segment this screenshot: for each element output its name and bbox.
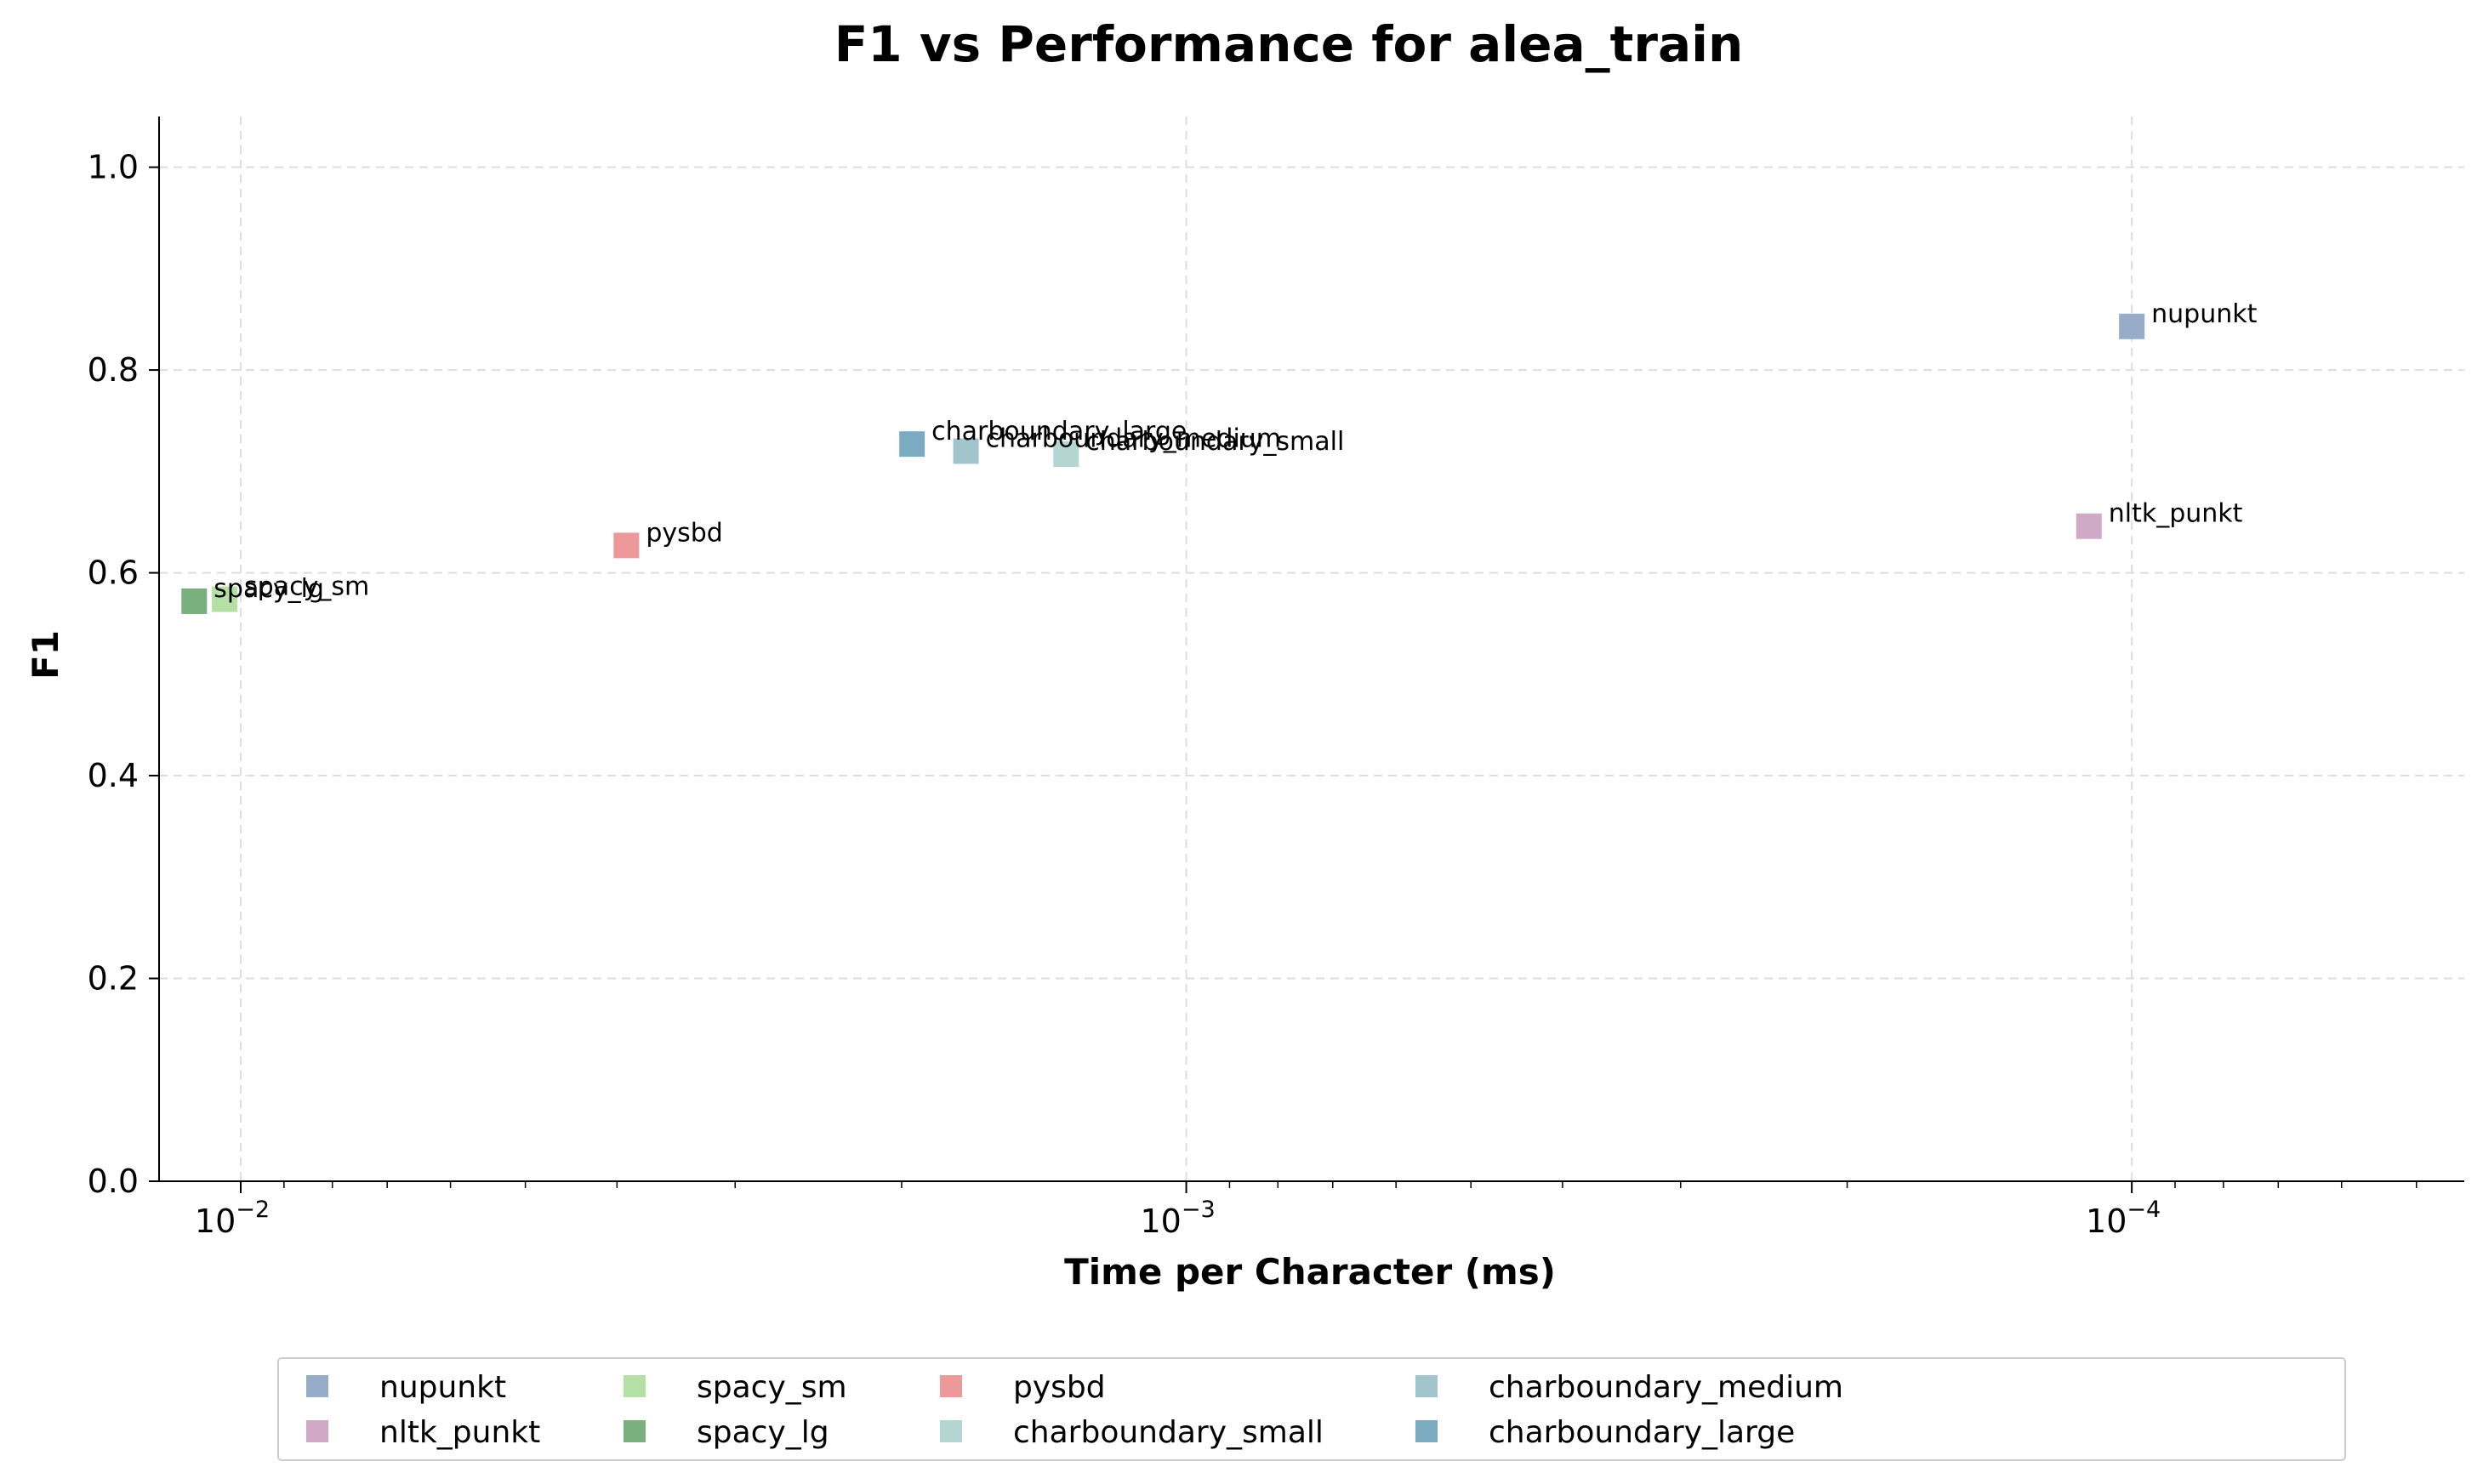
point-pysbd <box>613 532 640 559</box>
data-points <box>181 313 2145 614</box>
point-label: nltk_punkt <box>2109 499 2243 529</box>
point-label: charboundary_large <box>931 417 1187 446</box>
point-label: charboundary_medium <box>986 424 1281 453</box>
y-tick-label: 0.8 <box>88 351 139 389</box>
legend-marker <box>940 1420 962 1442</box>
x-tick-label: 10−2 <box>195 1197 270 1240</box>
point-charboundary-large <box>899 431 925 458</box>
legend-marker <box>306 1375 328 1397</box>
point-nupunkt <box>2119 313 2145 339</box>
legend-entry: pysbd <box>1013 1370 1106 1405</box>
point-label: nupunkt <box>2151 299 2257 329</box>
point-label: spacy_sm <box>244 572 369 602</box>
legend-marker <box>940 1375 962 1397</box>
y-tick-label: 0.4 <box>88 757 139 794</box>
legend: nupunkt nltk_punkt spacy_sm spacy_lg pysbd ch… <box>277 1357 2346 1461</box>
axes: 0.0 0.2 0.4 0.6 0.8 1.0 10−2 10−3 10−4 <box>88 117 2464 1240</box>
legend-marker <box>306 1420 328 1442</box>
legend-entry: spacy_sm <box>697 1370 847 1405</box>
point-charboundary-small <box>1053 441 1079 468</box>
grid <box>159 117 2464 1182</box>
point-label: charboundary_small <box>1085 427 1344 457</box>
legend-entry: spacy_lg <box>697 1415 829 1450</box>
chart-title: F1 vs Performance for alea_train <box>834 15 1744 73</box>
legend-entry: charboundary_small <box>1013 1415 1324 1450</box>
legend-entry: charboundary_medium <box>1489 1370 1843 1405</box>
point-label: pysbd <box>646 518 723 548</box>
legend-frame <box>277 1357 2346 1461</box>
y-tick-label: 0.6 <box>88 554 139 592</box>
y-axis-label: F1 <box>25 630 66 679</box>
point-charboundary-medium <box>953 438 979 464</box>
point-label: spacy_lg <box>214 574 324 604</box>
x-axis-label: Time per Character (ms) <box>1064 1251 1556 1293</box>
point-nltk-punkt <box>2076 513 2102 539</box>
y-tick-label: 0.2 <box>88 960 139 998</box>
point-spacy-sm <box>212 586 238 612</box>
legend-marker <box>624 1375 646 1397</box>
legend-entry: charboundary_large <box>1489 1415 1795 1450</box>
x-tick-label: 10−4 <box>2086 1197 2161 1240</box>
legend-marker <box>624 1420 646 1442</box>
legend-marker <box>1415 1420 1438 1442</box>
legend-entry: nltk_punkt <box>379 1415 540 1450</box>
legend-marker <box>1415 1375 1438 1397</box>
legend-entry: nupunkt <box>379 1370 506 1405</box>
point-spacy-lg <box>181 588 208 614</box>
y-tick-label: 1.0 <box>88 149 139 186</box>
x-tick-label: 10−3 <box>1140 1197 1215 1240</box>
y-tick-label: 0.0 <box>88 1163 139 1200</box>
